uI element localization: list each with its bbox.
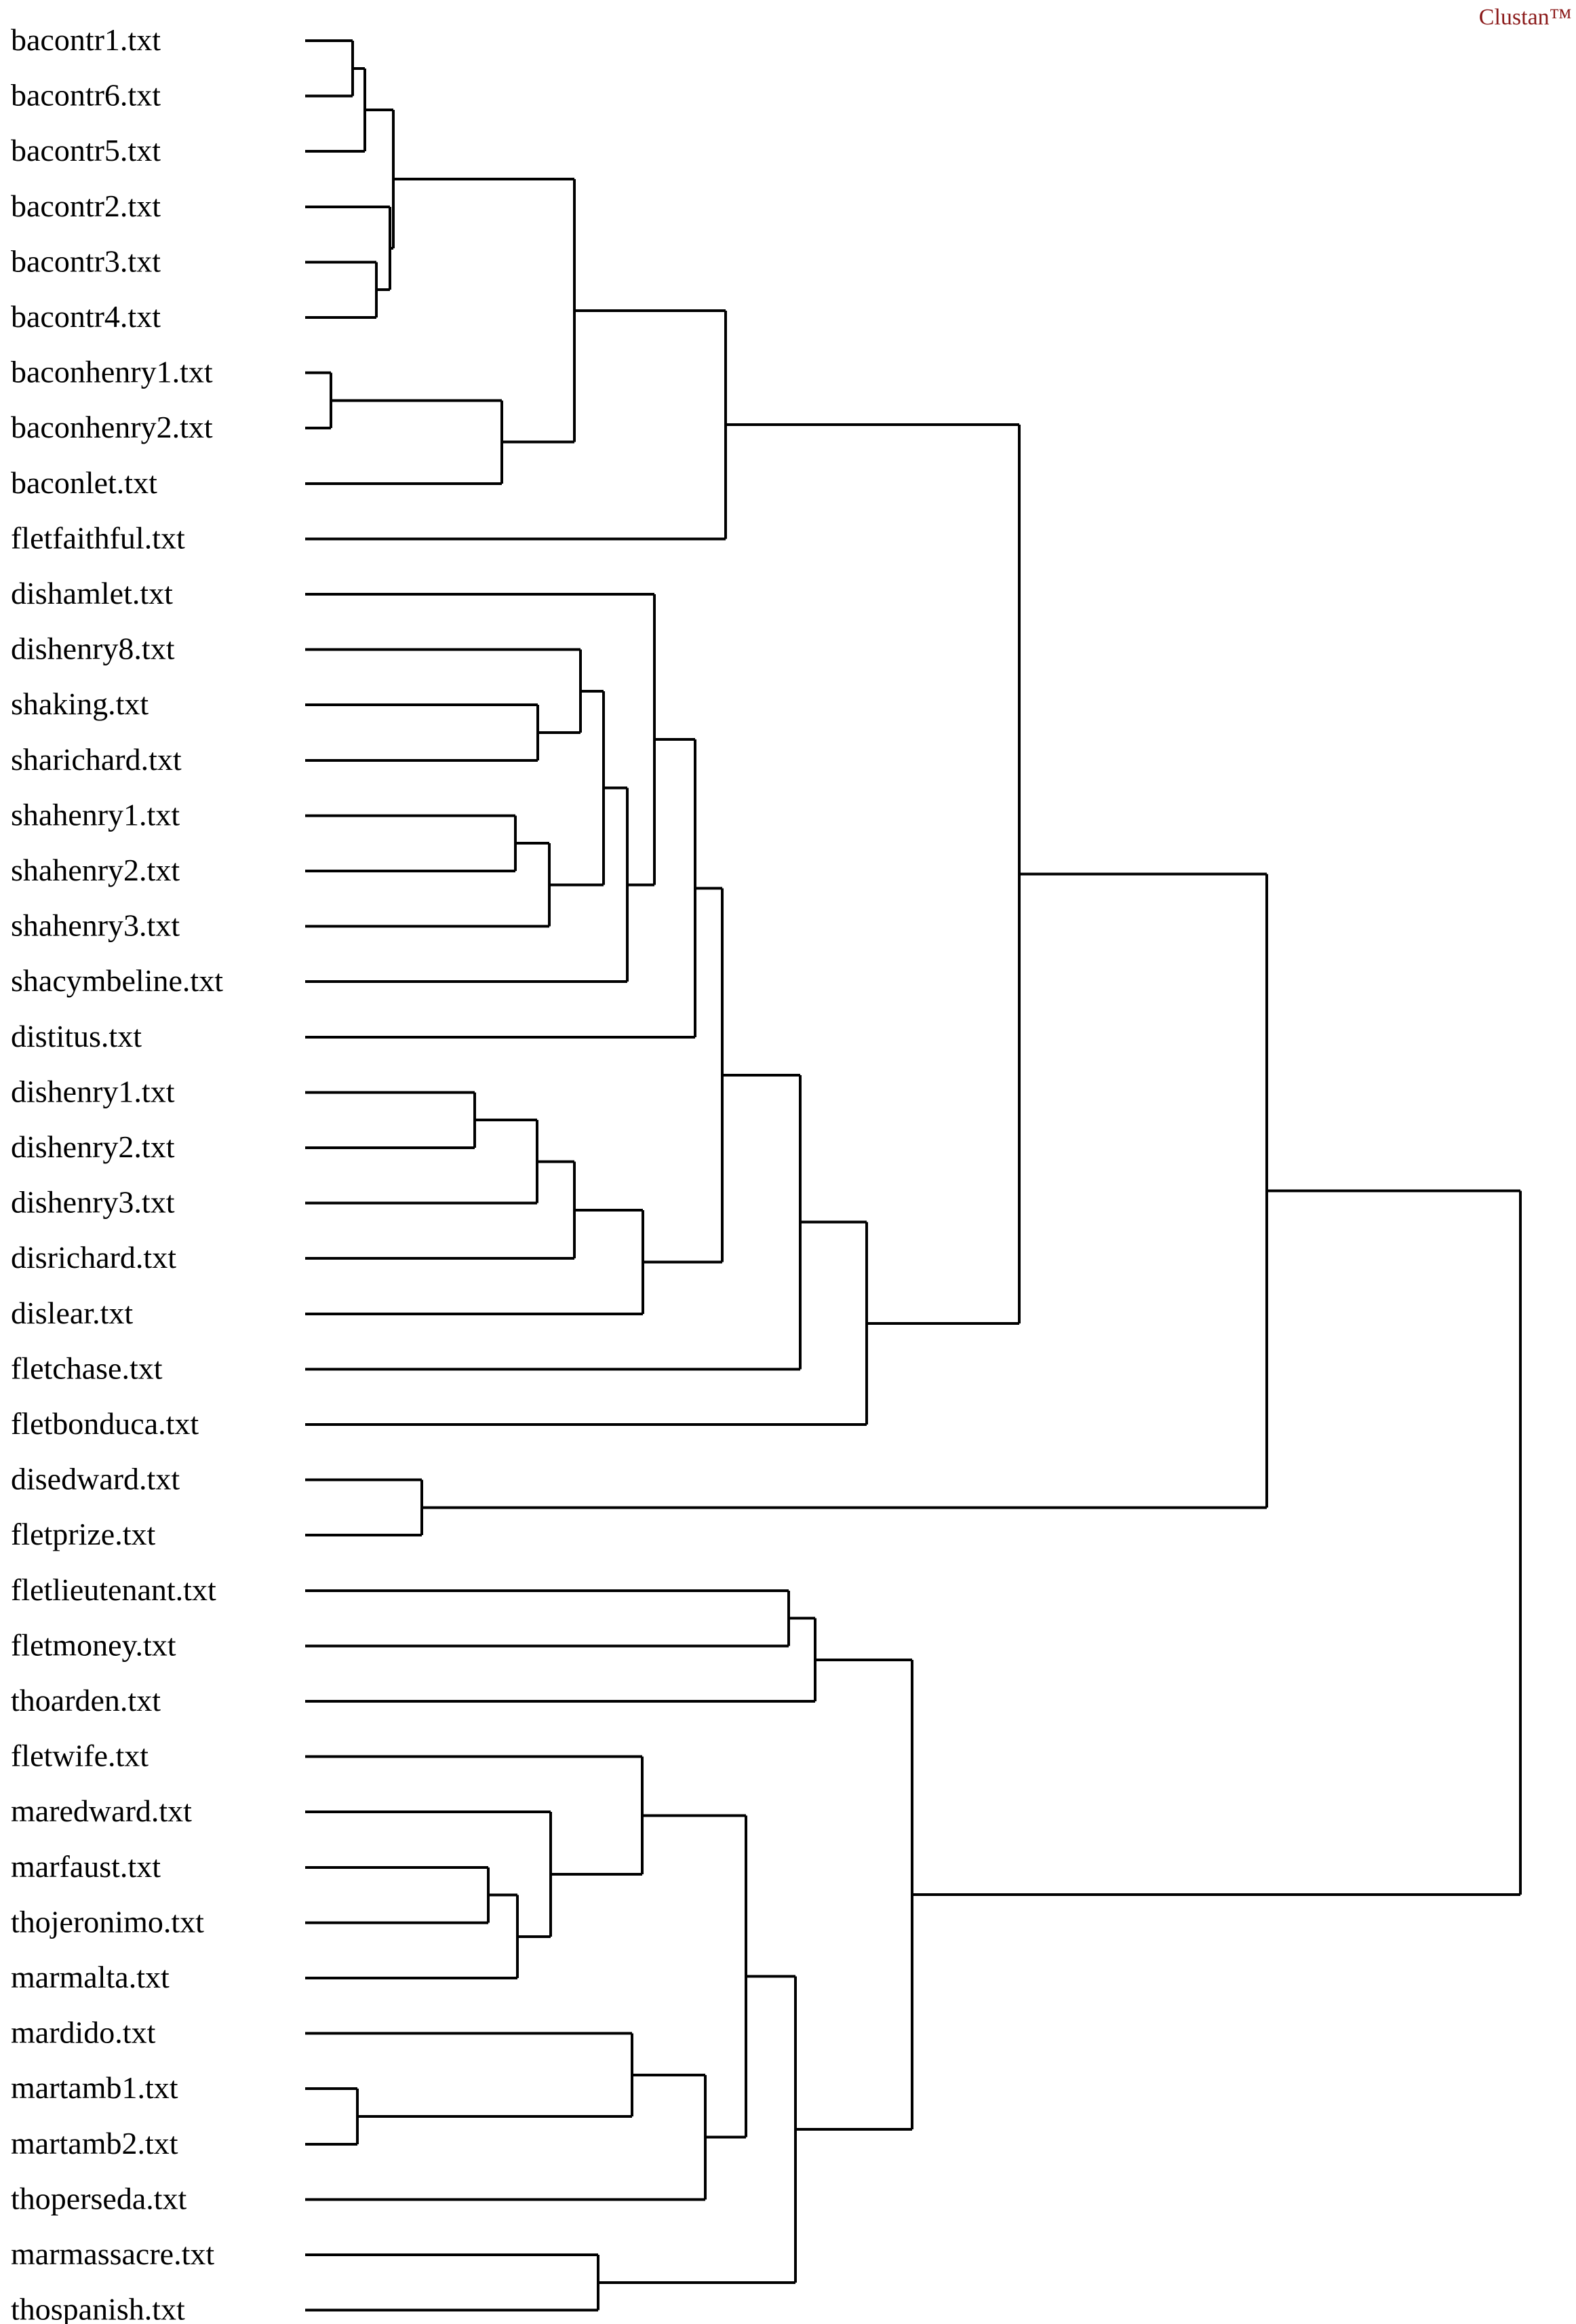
leaf-label: shaking.txt [11, 686, 149, 721]
leaf-label: fletmoney.txt [11, 1627, 176, 1662]
leaf-label: martamb2.txt [11, 2126, 178, 2161]
leaf-labels: bacontr1.txt bacontr6.txt bacontr5.txt baco… [11, 22, 223, 2324]
leaf-label: shahenry1.txt [11, 797, 180, 832]
leaf-label: fletwife.txt [11, 1739, 149, 1773]
leaf-label: bacontr5.txt [11, 133, 161, 168]
leaf-label: dishamlet.txt [11, 576, 173, 611]
leaf-label: thoperseda.txt [11, 2181, 187, 2215]
leaf-label: thospanish.txt [11, 2292, 185, 2324]
leaf-label: bacontr1.txt [11, 22, 161, 57]
leaf-label: dishenry1.txt [11, 1074, 175, 1108]
leaf-label: disedward.txt [11, 1462, 180, 1496]
leaf-label: fletfaithful.txt [11, 520, 185, 555]
leaf-label: bacontr4.txt [11, 299, 161, 334]
leaf-label: dishenry2.txt [11, 1129, 175, 1164]
clustan-watermark: Clustan™ [1479, 5, 1572, 30]
leaf-label: fletbonduca.txt [11, 1406, 199, 1441]
leaf-label: baconhenry2.txt [11, 410, 213, 444]
leaf-label: disrichard.txt [11, 1240, 176, 1275]
leaf-label: sharichard.txt [11, 742, 182, 777]
leaf-label: dislear.txt [11, 1296, 133, 1330]
leaf-label: marfaust.txt [11, 1849, 161, 1884]
leaf-label: marmalta.txt [11, 1960, 170, 1994]
leaf-label: fletprize.txt [11, 1517, 156, 1551]
leaf-label: bacontr2.txt [11, 189, 161, 223]
leaf-label: marmassacre.txt [11, 2236, 214, 2271]
leaf-label: shahenry3.txt [11, 908, 180, 943]
leaf-label: bacontr3.txt [11, 244, 161, 278]
leaf-label: maredward.txt [11, 1794, 192, 1828]
leaf-label: baconlet.txt [11, 465, 157, 500]
leaf-label: shacymbeline.txt [11, 963, 223, 998]
leaf-label: fletlieutenant.txt [11, 1572, 216, 1607]
leaf-label: dishenry8.txt [11, 632, 175, 666]
leaf-label: dishenry3.txt [11, 1185, 175, 1220]
dendrogram-links [305, 39, 1522, 2312]
leaf-label: martamb1.txt [11, 2070, 178, 2105]
leaf-label: mardido.txt [11, 2015, 156, 2050]
leaf-label: bacontr6.txt [11, 78, 161, 113]
leaf-label: thojeronimo.txt [11, 1904, 204, 1939]
leaf-label: fletchase.txt [11, 1351, 163, 1385]
leaf-label: thoarden.txt [11, 1683, 161, 1718]
leaf-label: shahenry2.txt [11, 853, 180, 887]
leaf-label: baconhenry1.txt [11, 355, 213, 389]
leaf-label: distitus.txt [11, 1019, 142, 1053]
